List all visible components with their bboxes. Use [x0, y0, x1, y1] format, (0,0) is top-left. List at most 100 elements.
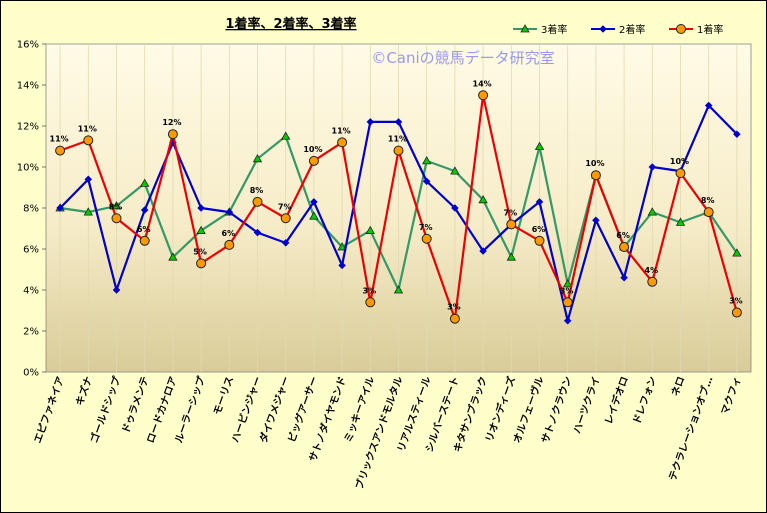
data-label: 14%	[473, 79, 492, 88]
series-1-point	[422, 156, 432, 165]
series-3-point	[280, 213, 291, 224]
series-2-point	[479, 247, 487, 255]
series-2-point	[422, 177, 431, 186]
x-tick-label: ロードカナロア	[145, 375, 180, 445]
data-label: 3%	[363, 286, 377, 295]
series-2-point	[338, 261, 346, 270]
watermark: ©Caniの競馬データ研究室	[371, 49, 554, 67]
legend: 3着率 2着率 1着率	[513, 23, 723, 36]
data-label: 6%	[137, 225, 151, 234]
series-1-point	[534, 141, 545, 150]
x-tick-label: ドレフォン	[631, 375, 659, 426]
series-1-point	[252, 153, 263, 163]
series-1-point	[393, 285, 404, 294]
series-1-point	[281, 131, 291, 140]
x-tick-label: サトノクラウン	[539, 375, 574, 445]
series-3-point	[421, 233, 432, 244]
series-2-point	[620, 273, 628, 282]
legend-label-3: 1着率	[697, 23, 723, 36]
y-tick-label: 14%	[17, 81, 39, 92]
series-1-point	[563, 279, 573, 288]
series-3-point	[393, 145, 404, 156]
series-3-point	[675, 168, 686, 179]
series-3-point	[478, 90, 489, 101]
chart-title: 1着率、2着率、3着率	[225, 16, 356, 32]
series-3-point	[731, 307, 742, 318]
x-tick-label: ネロ	[669, 375, 687, 398]
series-2-point	[563, 316, 572, 325]
series-3-point	[55, 145, 66, 156]
data-label: 4%	[645, 266, 659, 275]
x-tick-label: ミッキーアイル	[342, 375, 377, 444]
data-label: 10%	[670, 157, 689, 166]
series-3-point	[224, 239, 235, 250]
y-tick-label: 4%	[23, 286, 39, 297]
x-tick-label: モーリス	[211, 375, 236, 417]
series-1-point	[140, 178, 150, 187]
data-label: 7%	[419, 223, 433, 232]
series-3-point	[647, 276, 658, 287]
data-label: 6%	[616, 231, 630, 240]
x-tick-label: ドゥラメンテ	[120, 375, 152, 435]
y-tick-label: 2%	[23, 327, 39, 338]
series-2-point	[225, 208, 234, 216]
data-label: 11%	[388, 135, 407, 144]
series-1-point	[647, 207, 657, 216]
data-label: 3%	[729, 297, 743, 306]
series-2-point	[733, 130, 741, 139]
data-label: 5%	[193, 247, 207, 256]
series-2-point	[310, 197, 318, 206]
series-3-point	[83, 135, 94, 146]
series-2-point	[281, 238, 290, 247]
series-3-point	[139, 235, 150, 246]
series-1-point	[111, 201, 122, 210]
series-1-point	[675, 217, 686, 226]
x-tick-label: ハーツクライ	[571, 375, 603, 435]
series-1-point	[365, 225, 375, 234]
series-2-point	[56, 204, 64, 212]
legend-marker-1	[520, 24, 530, 33]
data-label: 8%	[250, 186, 264, 195]
data-label: 7%	[278, 202, 292, 211]
data-label: 8%	[701, 196, 715, 205]
series-1-point	[732, 248, 742, 257]
series-3-point	[619, 241, 630, 252]
data-label: 10%	[303, 145, 322, 154]
data-label: 3%	[447, 303, 461, 312]
y-tick-label: 6%	[23, 245, 39, 256]
legend-marker-2	[599, 25, 607, 33]
series-2-point	[451, 204, 459, 212]
series-3-point	[308, 155, 319, 166]
series-1-point	[506, 252, 516, 261]
series-3-point	[534, 235, 545, 246]
data-label: 11%	[50, 135, 69, 144]
x-tick-label: マクフィ	[719, 375, 744, 417]
series-2-point	[648, 163, 657, 171]
series-2-point	[253, 228, 262, 237]
data-label: 6%	[532, 225, 546, 234]
series-2-point	[366, 118, 375, 126]
series-1-point	[450, 166, 460, 175]
y-tick-label: 10%	[17, 163, 39, 174]
series-3-point	[252, 196, 263, 207]
y-tick-label: 12%	[17, 122, 39, 133]
series-3-point	[590, 170, 601, 181]
series-2-point	[592, 216, 600, 225]
series-1-point	[478, 194, 488, 204]
y-tick-label: 16%	[17, 40, 39, 51]
y-tick-label: 0%	[23, 368, 39, 379]
data-label: 7%	[504, 208, 518, 217]
series-2-point	[197, 204, 205, 212]
x-tick-label: キズナ	[73, 375, 95, 408]
series-3-point	[365, 297, 376, 308]
x-tick-label: エピファネイア	[32, 375, 67, 445]
series-2-point	[112, 286, 121, 294]
series-1-point	[196, 225, 206, 234]
data-label: 3%	[560, 286, 574, 295]
data-label: 6%	[222, 229, 236, 238]
series-2-point	[535, 197, 544, 206]
series-3-point	[111, 213, 122, 224]
data-label: 11%	[78, 124, 97, 133]
